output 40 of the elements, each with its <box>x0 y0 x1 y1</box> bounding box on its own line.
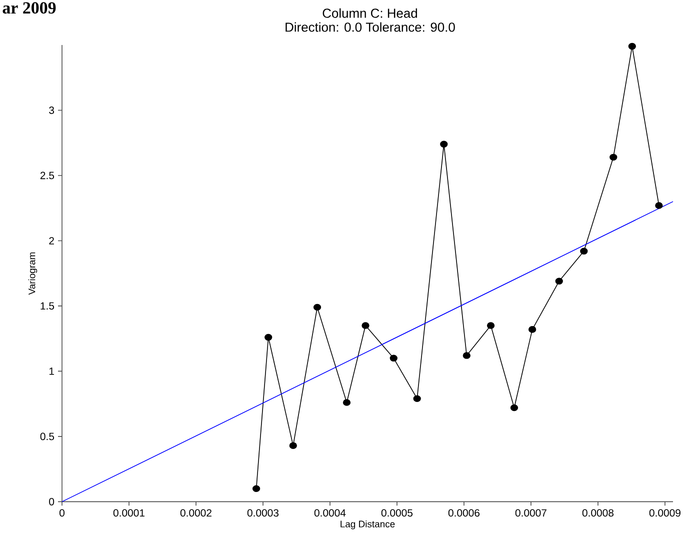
point <box>486 322 495 329</box>
point <box>528 326 536 333</box>
point <box>440 140 448 148</box>
x-tick-label: 0.0007 <box>515 509 546 517</box>
y-tick-label: 1.5 <box>40 302 54 310</box>
point <box>628 42 636 50</box>
x-tick-label: 0.0003 <box>247 509 279 517</box>
y-tick-label: 1 <box>49 368 54 375</box>
x-tick-label: 0.0001 <box>113 509 144 517</box>
point <box>264 334 272 341</box>
point <box>555 278 563 285</box>
y-tick-label: 3 <box>49 106 54 114</box>
point <box>462 352 470 359</box>
chart-subtitle: Direction: 0.0 Tolerance: 90.0 <box>286 22 455 32</box>
x-tick-label: 0.0004 <box>314 509 346 517</box>
x-tick-label: 0.0006 <box>448 509 480 517</box>
x-tick-label: 0.0005 <box>381 509 413 517</box>
x-tick-label: 0 <box>60 509 65 517</box>
point <box>362 322 370 329</box>
point <box>655 202 663 209</box>
point <box>289 442 297 449</box>
y-tick-label: 0.5 <box>40 432 54 440</box>
x-tick-label: 0.0002 <box>180 509 212 517</box>
x-tick-label: 0.0009 <box>649 509 680 517</box>
point <box>313 304 322 311</box>
text: ar 2009 <box>2 2 56 14</box>
point <box>510 404 518 412</box>
point <box>580 248 588 255</box>
y-axis-title: Variogram <box>28 252 38 295</box>
point <box>610 154 618 161</box>
point <box>342 399 351 406</box>
chart-title: Column C: Head <box>322 8 418 18</box>
x-tick-label: 0.0008 <box>582 509 614 517</box>
point <box>413 395 421 402</box>
point <box>252 485 260 492</box>
y-tick-label: 2.5 <box>40 172 54 180</box>
point <box>390 354 398 362</box>
x-axis-title: Lag Distance <box>340 520 395 530</box>
y-tick-label: 0 <box>49 498 54 506</box>
y-tick-label: 2 <box>49 237 54 244</box>
